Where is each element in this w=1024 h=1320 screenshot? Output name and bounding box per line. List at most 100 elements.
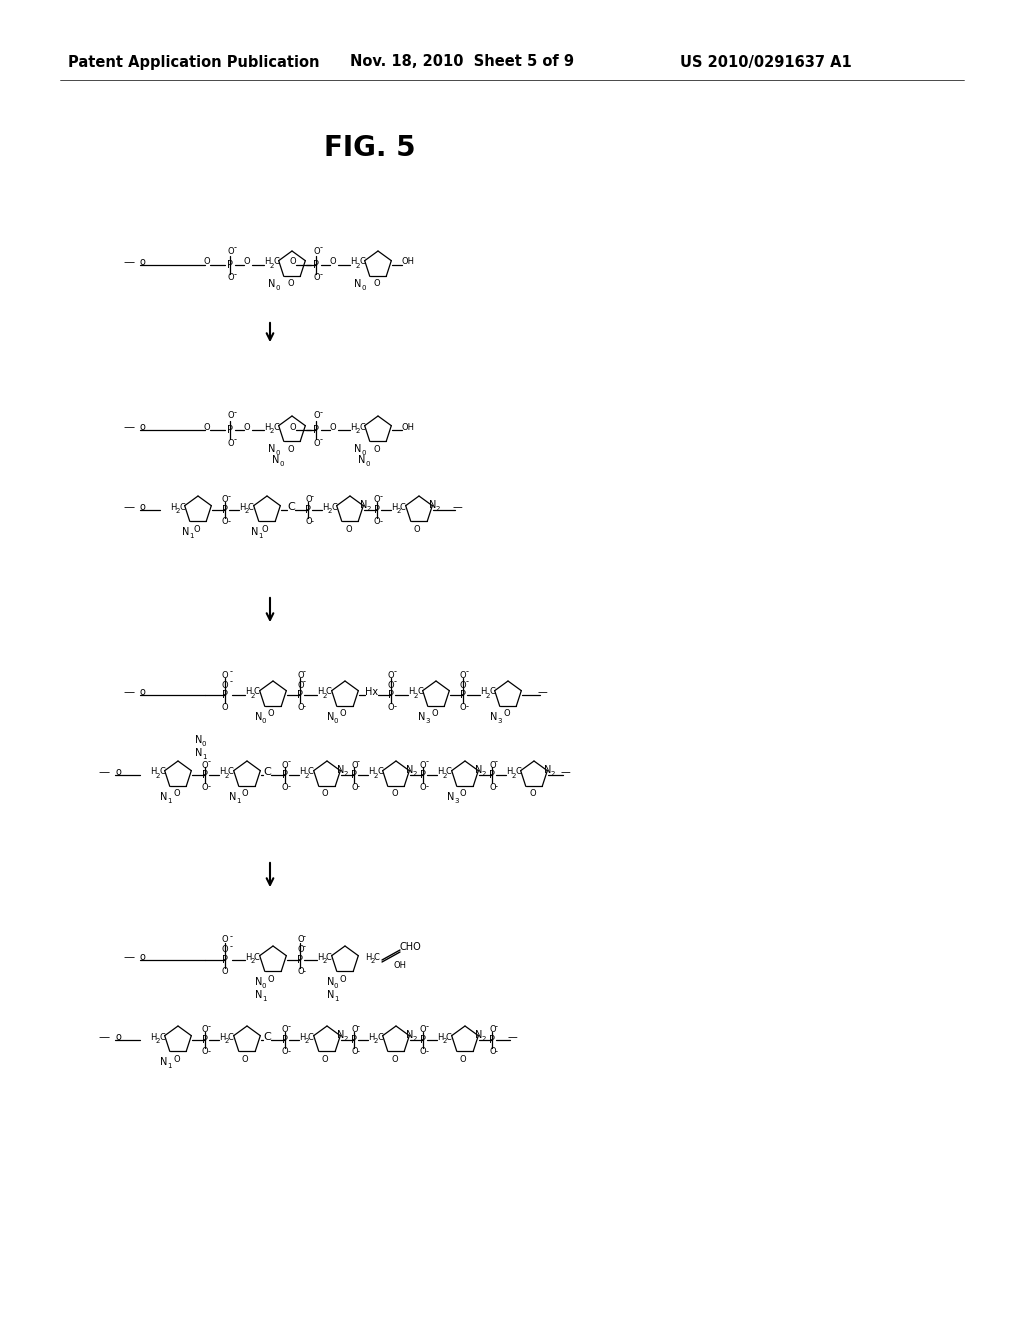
- Text: C: C: [159, 767, 165, 776]
- Text: O: O: [242, 789, 249, 799]
- Text: o: o: [115, 767, 121, 777]
- Text: 0: 0: [275, 450, 280, 455]
- Text: H: H: [480, 688, 486, 697]
- Text: O: O: [222, 945, 228, 954]
- Text: C: C: [228, 1032, 233, 1041]
- Text: -: -: [208, 1048, 211, 1056]
- Text: N: N: [268, 444, 275, 454]
- Text: 2: 2: [270, 263, 274, 269]
- Text: P: P: [227, 260, 233, 271]
- Text: O: O: [460, 671, 467, 680]
- Text: O: O: [388, 671, 394, 680]
- Text: O: O: [282, 760, 289, 770]
- Text: O: O: [222, 968, 228, 977]
- Text: O: O: [313, 247, 319, 256]
- Text: H: H: [150, 767, 157, 776]
- Text: O: O: [297, 671, 304, 680]
- Text: 3: 3: [454, 799, 459, 804]
- Text: O: O: [489, 1048, 496, 1056]
- Text: 3: 3: [497, 718, 502, 723]
- Text: O: O: [529, 789, 536, 799]
- Text: 2: 2: [323, 693, 328, 700]
- Text: H: H: [264, 257, 270, 267]
- Text: H: H: [264, 422, 270, 432]
- Text: O: O: [204, 257, 211, 267]
- Text: -: -: [426, 783, 429, 792]
- Text: P: P: [313, 425, 319, 436]
- Text: 1: 1: [258, 533, 262, 539]
- Text: —: —: [453, 502, 463, 512]
- Text: -: -: [394, 702, 397, 711]
- Text: H: H: [245, 953, 251, 961]
- Text: —: —: [124, 257, 135, 267]
- Text: O: O: [288, 280, 295, 289]
- Text: -: -: [495, 758, 498, 767]
- Text: N: N: [354, 279, 361, 289]
- Text: 2: 2: [436, 506, 440, 512]
- Text: -: -: [303, 942, 306, 952]
- Text: C: C: [228, 767, 233, 776]
- Text: 2: 2: [156, 1038, 161, 1044]
- Text: 2: 2: [414, 693, 419, 700]
- Text: 1: 1: [262, 997, 266, 1002]
- Text: 2: 2: [551, 771, 555, 777]
- Text: O: O: [202, 1048, 209, 1056]
- Text: P: P: [420, 1035, 426, 1045]
- Text: N: N: [251, 527, 258, 537]
- Text: O: O: [489, 760, 496, 770]
- Text: -: -: [495, 783, 498, 792]
- Text: O: O: [313, 273, 319, 282]
- Text: P: P: [222, 506, 228, 515]
- Text: P: P: [489, 1035, 495, 1045]
- Text: H: H: [350, 257, 356, 267]
- Text: -: -: [357, 758, 360, 767]
- Text: O: O: [268, 974, 274, 983]
- Text: O: O: [322, 789, 329, 799]
- Text: Nov. 18, 2010  Sheet 5 of 9: Nov. 18, 2010 Sheet 5 of 9: [350, 54, 574, 70]
- Text: O: O: [222, 702, 228, 711]
- Text: O: O: [330, 257, 337, 267]
- Text: C: C: [254, 688, 260, 697]
- Text: -: -: [234, 436, 237, 445]
- Text: N: N: [195, 735, 203, 744]
- Text: C: C: [359, 257, 365, 267]
- Text: -: -: [311, 492, 314, 502]
- Text: O: O: [244, 422, 251, 432]
- Text: 2: 2: [374, 774, 379, 779]
- Text: 2: 2: [371, 958, 376, 964]
- Text: -: -: [230, 668, 233, 676]
- Text: -: -: [319, 408, 323, 417]
- Text: N: N: [255, 711, 262, 722]
- Text: -: -: [394, 677, 397, 686]
- Text: C: C: [359, 422, 365, 432]
- Text: —: —: [124, 686, 135, 697]
- Text: 0: 0: [361, 450, 366, 455]
- Text: C: C: [377, 1032, 383, 1041]
- Text: o: o: [115, 1032, 121, 1041]
- Text: O: O: [374, 280, 381, 289]
- Text: 2: 2: [156, 774, 161, 779]
- Text: O: O: [503, 710, 510, 718]
- Text: o: o: [140, 686, 145, 697]
- Text: N: N: [327, 990, 335, 1001]
- Text: OH: OH: [393, 961, 406, 969]
- Text: 2: 2: [176, 508, 180, 513]
- Text: -: -: [288, 1023, 291, 1031]
- Text: -: -: [311, 517, 314, 527]
- Text: O: O: [227, 247, 233, 256]
- Text: O: O: [305, 495, 311, 504]
- Text: -: -: [208, 1023, 211, 1031]
- Text: O: O: [173, 1055, 179, 1064]
- Text: C: C: [515, 767, 521, 776]
- Text: N: N: [475, 766, 482, 775]
- Text: 2: 2: [482, 771, 486, 777]
- Text: O: O: [351, 1048, 357, 1056]
- Text: P: P: [305, 506, 311, 515]
- Text: H: H: [299, 767, 305, 776]
- Text: N: N: [406, 766, 414, 775]
- Text: 2: 2: [413, 1036, 418, 1041]
- Text: P: P: [420, 770, 426, 780]
- Text: N: N: [268, 279, 275, 289]
- Text: -: -: [319, 436, 323, 445]
- Text: -: -: [230, 942, 233, 952]
